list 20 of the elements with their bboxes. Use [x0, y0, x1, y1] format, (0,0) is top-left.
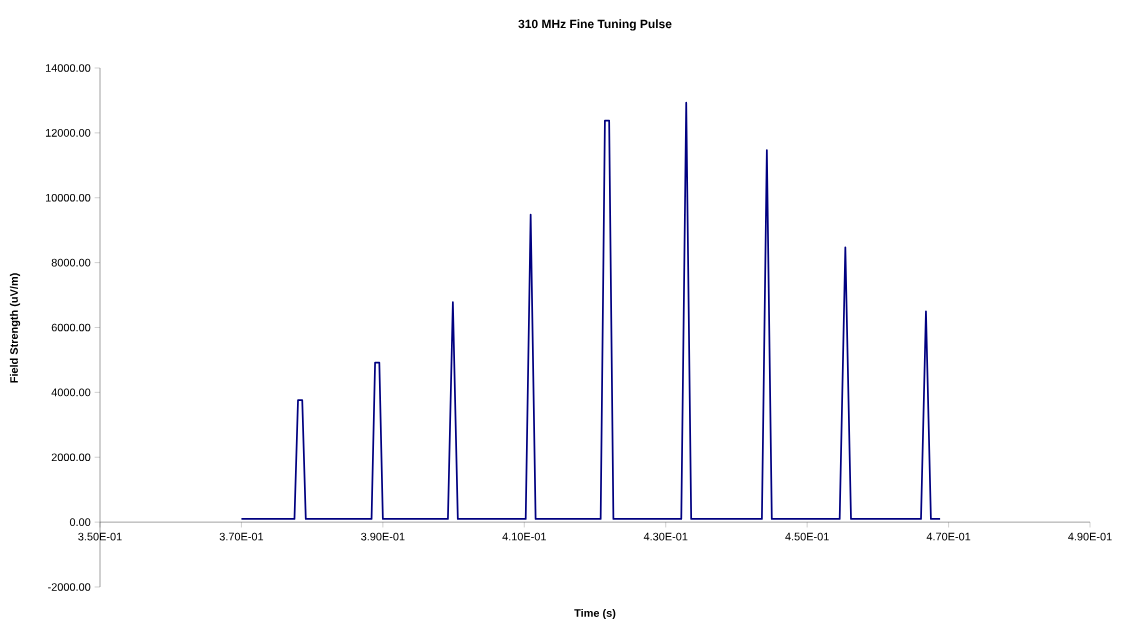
chart-title: 310 MHz Fine Tuning Pulse [518, 19, 672, 31]
x-tick-label: 4.90E-01 [1068, 532, 1112, 541]
y-axis-title: Field Strength (uV/m) [9, 273, 21, 383]
y-tick-label: 14000.00 [45, 64, 91, 72]
y-tick-label: 8000.00 [51, 258, 91, 267]
x-tick-label: 3.50E-01 [78, 532, 122, 541]
x-axis-title: Time (s) [574, 608, 616, 620]
x-tick-label: 4.30E-01 [643, 532, 688, 541]
x-tick-label: 4.70E-01 [926, 532, 971, 541]
y-tick-label: 6000.00 [51, 323, 91, 332]
y-tick-label: 12000.00 [45, 129, 91, 137]
y-tick-label: 0.00 [69, 518, 91, 526]
x-tick-label: 4.10E-01 [502, 532, 546, 541]
y-tick-label: 4000.00 [51, 388, 91, 397]
y-tick-label: 2000.00 [51, 453, 91, 462]
y-tick-label: 10000.00 [45, 193, 91, 202]
y-tick-label: -2000.00 [48, 583, 91, 591]
x-tick-label: 4.50E-01 [785, 532, 829, 541]
x-tick-label: 3.90E-01 [361, 532, 405, 541]
x-tick-label: 3.70E-01 [219, 532, 264, 541]
